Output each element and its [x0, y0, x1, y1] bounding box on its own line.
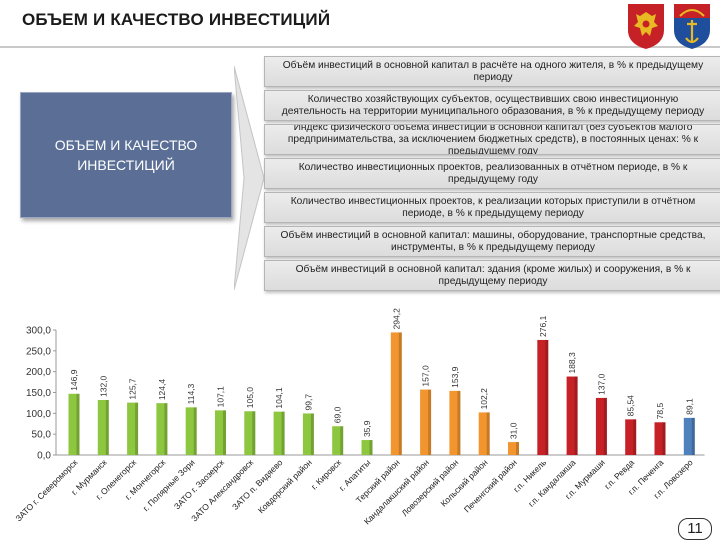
- bar-shade: [105, 400, 109, 455]
- bar: [361, 440, 373, 455]
- bar-shade: [662, 422, 666, 455]
- bar: [478, 412, 490, 455]
- bar-shade: [457, 390, 461, 455]
- indicator-list: Объём инвестиций в основной капитал в ра…: [264, 56, 720, 294]
- chevron-arrow-icon: [234, 66, 264, 290]
- bar-shade: [633, 419, 637, 455]
- bar-shade: [164, 403, 168, 455]
- bar-value-label: 99,7: [303, 394, 313, 411]
- bar: [68, 393, 80, 455]
- bar: [537, 339, 549, 455]
- bar-value-label: 294,2: [391, 308, 401, 330]
- bar: [390, 332, 402, 455]
- bar-value-label: 157,0: [421, 365, 431, 387]
- category-label: Ковдорский район: [256, 457, 314, 515]
- category-label: Печенгский район: [462, 457, 519, 514]
- category-label: ЗАТО п. Видяево: [230, 457, 285, 512]
- bar-shade: [369, 440, 373, 455]
- bar-value-label: 276,1: [538, 315, 548, 337]
- bar-value-label: 89,1: [684, 398, 694, 415]
- bar-value-label: 85,54: [626, 395, 636, 417]
- bar: [273, 411, 285, 455]
- russia-coat-of-arms-icon: [628, 4, 664, 49]
- bar: [215, 410, 226, 455]
- bar: [654, 422, 666, 455]
- bar: [449, 390, 461, 455]
- bar: [595, 397, 607, 455]
- y-tick-label: 50,0: [32, 430, 52, 441]
- bar-shade: [574, 376, 578, 455]
- y-tick-label: 150,0: [26, 388, 51, 399]
- category-label: ЗАТО г. Заозерск: [172, 457, 226, 511]
- indicator-item: Количество инвестиционных проектов, реал…: [264, 158, 720, 189]
- bar-value-label: 105,0: [245, 387, 255, 409]
- bar-shade: [486, 412, 490, 455]
- bar-shade: [340, 426, 344, 455]
- bar-shade: [76, 393, 80, 455]
- bar-shade: [398, 332, 402, 455]
- y-tick-label: 100,0: [26, 409, 51, 420]
- category-label: г. Полярные Зори: [141, 457, 197, 513]
- bar-shade: [516, 442, 519, 455]
- bar: [244, 411, 256, 455]
- bar-value-label: 31,0: [509, 422, 519, 439]
- bar-shade: [281, 411, 285, 455]
- indicator-item: Объём инвестиций в основной капитал: маш…: [264, 226, 720, 257]
- bar: [683, 417, 695, 455]
- indicator-item: Индекс физического объема инвестиций в о…: [264, 124, 720, 155]
- bar-shade: [428, 389, 432, 455]
- y-tick-label: 200,0: [26, 367, 51, 378]
- emblems: [626, 2, 712, 50]
- section-box-label-line2: ИНВЕСТИЦИЙ: [77, 157, 175, 173]
- bar-shade: [545, 339, 549, 455]
- bar-value-label: 125,7: [128, 378, 138, 400]
- bar-value-label: 104,1: [274, 387, 284, 409]
- bar-value-label: 69,0: [333, 406, 343, 423]
- section-box: ОБЪЕМ И КАЧЕСТВО ИНВЕСТИЦИЙ: [20, 92, 232, 218]
- bar-chart: 0,0 50,0 100,0 150,0 200,0 250,0 300,0 146,9 ЗАТ…: [13, 308, 705, 526]
- bar: [332, 426, 344, 455]
- bar-shade: [135, 402, 139, 455]
- bar: [508, 442, 519, 455]
- bar-value-label: 124,4: [157, 379, 167, 401]
- bar-shade: [691, 417, 695, 455]
- y-tick-label: 300,0: [26, 326, 51, 337]
- bar: [566, 376, 578, 455]
- section-box-label-line1: ОБЪЕМ И КАЧЕСТВО: [54, 137, 198, 153]
- bar-value-label: 78,5: [655, 402, 665, 419]
- indicator-item: Количество хозяйствующих субъектов, осущ…: [264, 90, 720, 121]
- bar-shade: [603, 397, 607, 455]
- bar: [156, 403, 168, 455]
- bar: [185, 407, 197, 455]
- bar-value-label: 188,3: [567, 352, 577, 374]
- y-tick-label: 0,0: [37, 451, 51, 462]
- y-tick-label: 250,0: [26, 346, 51, 357]
- bar-value-label: 35,9: [362, 420, 372, 437]
- page-number: 11: [678, 518, 712, 540]
- bar-value-label: 137,0: [596, 373, 606, 395]
- murmansk-region-coat-of-arms-icon: [674, 4, 710, 49]
- title-divider: [0, 46, 720, 48]
- bar-value-label: 107,1: [216, 386, 226, 408]
- bar-value-label: 102,2: [479, 388, 489, 410]
- bar-value-label: 146,9: [69, 369, 79, 391]
- bar-shade: [193, 407, 197, 455]
- bar-value-label: 114,3: [186, 383, 196, 404]
- page-title: ОБЪЕМ И КАЧЕСТВО ИНВЕСТИЦИЙ: [22, 10, 331, 29]
- bar: [420, 389, 432, 455]
- bar: [127, 402, 139, 455]
- bar-shade: [223, 410, 226, 455]
- indicator-item: Количество инвестиционных проектов, к ре…: [264, 192, 720, 223]
- indicator-item: Объём инвестиций в основной капитал в ра…: [264, 56, 720, 87]
- bar-value-label: 132,0: [98, 375, 108, 397]
- indicator-item: Объём инвестиций в основной капитал: зда…: [264, 260, 720, 291]
- bar: [625, 419, 637, 455]
- bar: [97, 400, 109, 455]
- bar-shade: [310, 413, 314, 455]
- bar: [302, 413, 314, 455]
- bar-shade: [252, 411, 256, 455]
- bar-value-label: 153,9: [450, 366, 460, 388]
